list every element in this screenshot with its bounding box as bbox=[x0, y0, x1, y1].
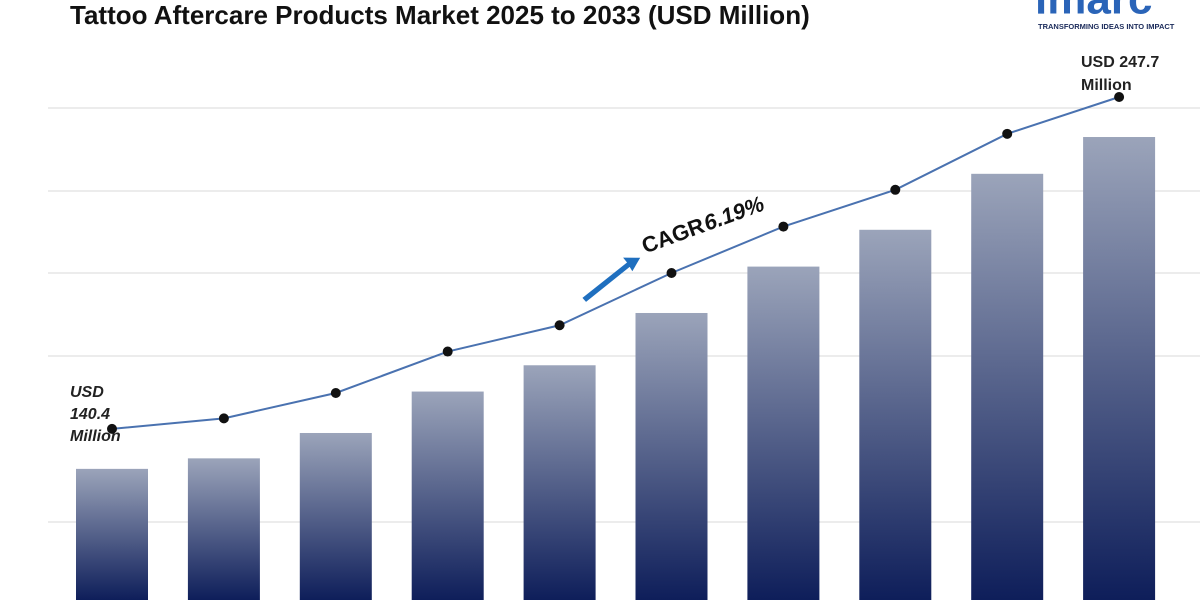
trend-point bbox=[442, 346, 453, 357]
cagr: CAGR 6.19% bbox=[582, 191, 767, 302]
bar bbox=[299, 432, 372, 600]
trend-point bbox=[666, 267, 677, 278]
start-label-line: 140.4 bbox=[70, 406, 110, 423]
bar bbox=[187, 458, 260, 600]
trend-line bbox=[111, 96, 1120, 430]
bar bbox=[747, 266, 820, 600]
trend-point bbox=[107, 423, 117, 434]
trend-point bbox=[890, 184, 901, 195]
trend-point bbox=[554, 320, 565, 331]
end-label-line: Million bbox=[1081, 77, 1132, 94]
chart-title: Tattoo Aftercare Products Market 2025 to… bbox=[70, 0, 810, 30]
start-label-line: Million bbox=[70, 428, 121, 445]
start-label-line: USD bbox=[70, 384, 104, 401]
logo: imarc bbox=[1035, 0, 1152, 24]
bar bbox=[76, 468, 148, 600]
bar bbox=[523, 365, 596, 600]
cagr-value: 6.19% bbox=[700, 191, 767, 236]
trend-point bbox=[1002, 128, 1013, 139]
cagr-arrow bbox=[582, 257, 641, 302]
cagr-label: CAGR bbox=[638, 213, 708, 259]
bar bbox=[635, 312, 708, 600]
trend-point bbox=[218, 413, 229, 424]
bar bbox=[1083, 137, 1156, 600]
trend-point bbox=[330, 387, 341, 398]
trend-point bbox=[1114, 92, 1125, 103]
trend-point bbox=[778, 221, 789, 232]
start-label: USD 140.4 Million bbox=[70, 384, 121, 445]
logo-tagline: TRANSFORMING IDEAS INTO IMPACT bbox=[1038, 22, 1175, 31]
bar bbox=[859, 229, 932, 600]
end-label: USD 247.7 Million bbox=[1081, 54, 1159, 94]
end-label-line: USD 247.7 bbox=[1081, 54, 1159, 71]
bar bbox=[971, 173, 1044, 600]
bar bbox=[411, 391, 484, 600]
